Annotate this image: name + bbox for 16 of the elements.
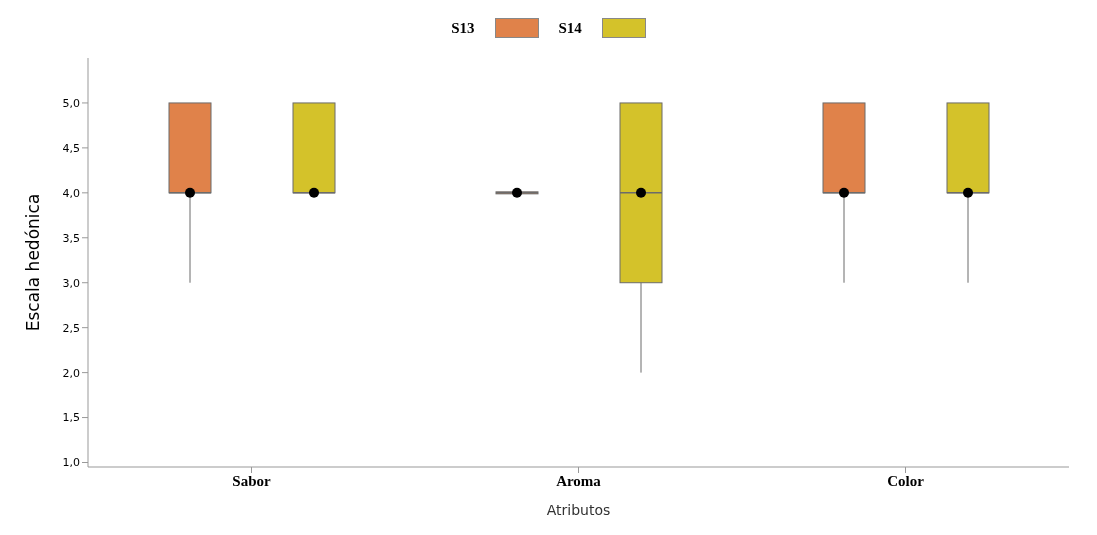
x-tick-label: Sabor	[232, 472, 272, 489]
y-tick-label: 1,5	[62, 411, 80, 425]
legend-label: S13	[451, 19, 475, 37]
y-tick-label: 5,0	[62, 96, 80, 110]
legend-label: S14	[558, 19, 582, 37]
y-tick-label: 4,5	[62, 141, 80, 155]
y-tick-label: 3,0	[62, 276, 80, 290]
x-axis-title: Atributos	[546, 502, 611, 518]
y-tick-label: 1,0	[62, 456, 80, 470]
y-tick-label: 2,5	[62, 321, 80, 335]
y-tick-label: 2,0	[62, 366, 80, 380]
x-tick-label: Color	[887, 472, 925, 489]
y-axis-title: Escala hedónica	[23, 193, 44, 332]
y-tick-label: 4,0	[62, 186, 80, 200]
y-tick-label: 3,5	[62, 231, 80, 245]
x-tick-label: Aroma	[556, 472, 602, 489]
